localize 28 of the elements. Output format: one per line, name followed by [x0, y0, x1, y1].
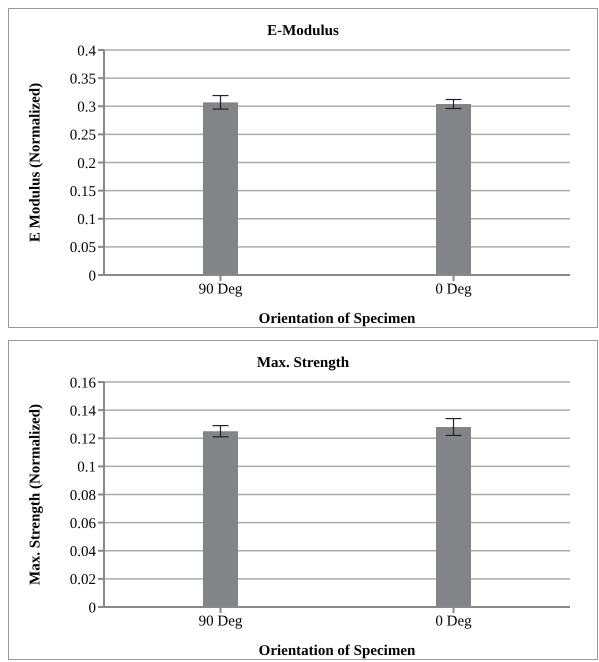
y-tick-label: 0.14: [70, 403, 96, 420]
y-axis-title: Max. Strength (Normalized): [27, 404, 44, 585]
y-tick-label: 0.1: [77, 212, 96, 228]
chart-title: E-Modulus: [266, 23, 340, 40]
x-axis-title: Orientation of Specimen: [258, 643, 416, 659]
x-tick-label: 0 Deg: [435, 614, 472, 630]
y-tick-label: 0.06: [70, 516, 96, 532]
y-tick-label: 0.16: [70, 375, 96, 392]
y-tick-label: 0: [88, 268, 96, 284]
y-tick-label: 0.04: [70, 544, 96, 560]
x-axis-title: Orientation of Specimen: [258, 311, 416, 327]
y-tick-label: 0.05: [70, 240, 96, 256]
y-tick-label: 0.3: [77, 100, 96, 116]
y-tick-label: 0.35: [70, 71, 96, 88]
x-tick-label: 0 Deg: [435, 282, 472, 298]
y-tick-label: 0.2: [77, 156, 96, 172]
y-tick-label: 0: [88, 600, 96, 616]
x-tick-label: 90 Deg: [198, 282, 243, 298]
y-tick-label: 0.4: [77, 43, 96, 60]
chart-title: Max. Strength: [256, 355, 350, 372]
y-tick-label: 0.1: [77, 460, 96, 476]
y-tick-label: 0.15: [70, 184, 96, 200]
y-tick-label: 0.12: [70, 432, 96, 448]
x-tick-label: 90 Deg: [198, 614, 243, 630]
y-axis-title: E Modulus (Normalized): [27, 82, 44, 242]
y-tick-label: 0.25: [70, 128, 96, 144]
y-tick-label: 0.02: [70, 572, 96, 588]
y-tick-label: 0.08: [70, 488, 96, 504]
